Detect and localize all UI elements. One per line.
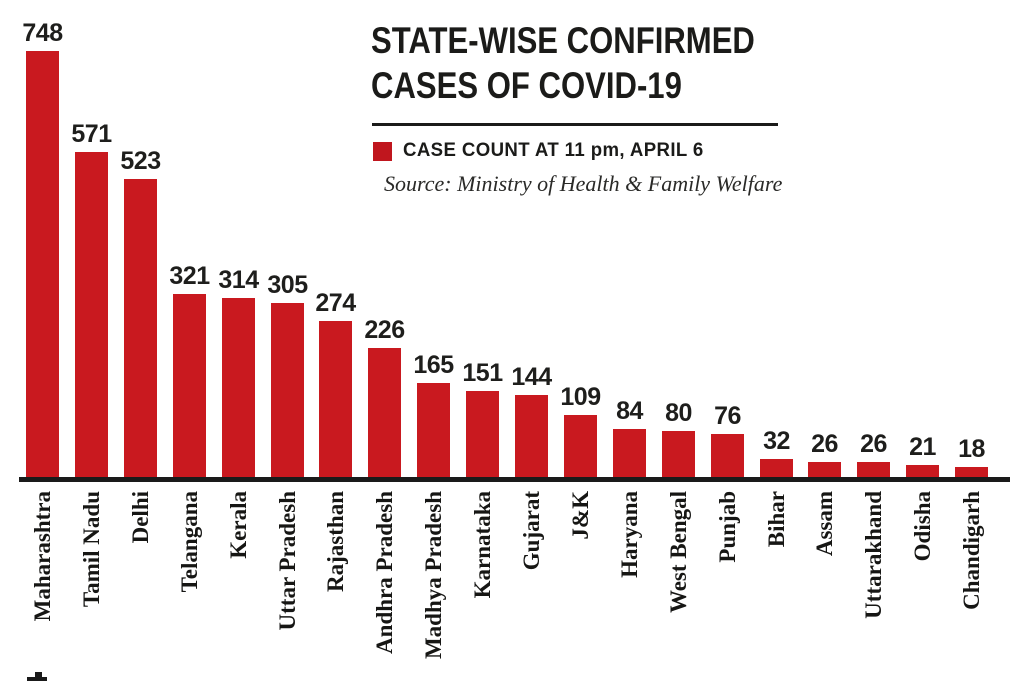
bar-value-label: 274 [315, 289, 356, 317]
bar: 26 [857, 431, 890, 477]
bar-value-label: 84 [616, 397, 643, 425]
bar: 32 [760, 428, 793, 477]
x-axis-line [19, 477, 1010, 482]
title-divider [372, 123, 778, 126]
bar: 109 [560, 384, 601, 477]
x-axis-label: Karnataka [470, 491, 495, 599]
bar-value-label: 523 [120, 147, 161, 175]
legend: CASE COUNT AT 11 pm, APRIL 6 [373, 140, 710, 162]
legend-label: CASE COUNT AT 11 pm, APRIL 6 [403, 140, 704, 161]
cropped-glyph-artifact [35, 672, 42, 678]
bar: 523 [120, 148, 161, 477]
bar-value-label: 151 [462, 359, 503, 387]
x-axis-label: Rajasthan [323, 491, 348, 592]
bar: 76 [711, 403, 744, 477]
bar-value-label: 21 [909, 433, 936, 461]
x-axis-label: Uttarakhand [861, 491, 886, 619]
bar-value-label: 226 [364, 316, 405, 344]
bar-value-label: 26 [811, 430, 838, 458]
bar: 26 [808, 431, 841, 477]
bar: 748 [22, 20, 63, 477]
x-axis-label: Maharashtra [30, 491, 55, 622]
x-axis-label: Kerala [226, 491, 251, 559]
x-axis-label: Tamil Nadu [79, 491, 104, 608]
chart-title-line2: CASES OF COVID-19 [371, 65, 682, 106]
bar-value-label: 321 [169, 262, 210, 290]
bar: 84 [613, 398, 646, 477]
cropped-glyph-artifact [27, 677, 47, 681]
x-axis-label: Assam [812, 491, 837, 557]
bar: 18 [955, 436, 988, 477]
x-axis-label: West Bengal [666, 491, 691, 614]
bar: 151 [462, 360, 503, 477]
x-axis-label: J&K [568, 491, 593, 540]
x-axis-label: Bihar [764, 491, 789, 548]
bar-value-label: 18 [958, 435, 985, 463]
bar: 571 [71, 121, 112, 477]
bar: 321 [169, 263, 210, 477]
bar-value-label: 165 [413, 351, 454, 379]
bar-value-label: 76 [714, 402, 741, 430]
x-axis-label: Uttar Pradesh [275, 491, 300, 631]
bar-value-label: 571 [71, 120, 112, 148]
x-axis-label: Delhi [128, 491, 153, 544]
bar-value-label: 748 [22, 19, 63, 47]
bar: 21 [906, 434, 939, 477]
x-axis-label: Punjab [715, 491, 740, 563]
bar: 305 [267, 272, 308, 477]
x-axis-label: Telangana [177, 491, 202, 593]
bar: 165 [413, 352, 454, 477]
x-axis-label: Madhya Pradesh [421, 491, 446, 660]
bar-value-label: 109 [560, 383, 601, 411]
source-attribution: Source: Ministry of Health & Family Welf… [384, 171, 783, 196]
bar: 144 [511, 364, 552, 477]
x-axis-label: Odisha [910, 491, 935, 562]
bar-value-label: 32 [763, 427, 790, 455]
chart-header: STATE-WISE CONFIRMED CASES OF COVID-19 C… [371, 18, 801, 196]
bar: 314 [218, 267, 259, 477]
bar-value-label: 26 [860, 430, 887, 458]
legend-swatch-icon [373, 141, 392, 161]
x-axis-label: Haryana [617, 491, 642, 578]
bar-value-label: 144 [511, 363, 552, 391]
bar: 274 [315, 290, 356, 477]
x-axis-label: Chandigarh [959, 491, 984, 610]
bar: 226 [364, 317, 405, 477]
bar-value-label: 80 [665, 399, 692, 427]
bar-value-label: 305 [267, 271, 308, 299]
chart-title-line1: STATE-WISE CONFIRMED [371, 20, 755, 61]
x-axis-label: Gujarat [519, 491, 544, 571]
x-axis-label: Andhra Pradesh [372, 491, 397, 654]
bar: 80 [662, 400, 695, 477]
chart-title: STATE-WISE CONFIRMED CASES OF COVID-19 [371, 18, 755, 108]
bar-value-label: 314 [218, 266, 259, 294]
